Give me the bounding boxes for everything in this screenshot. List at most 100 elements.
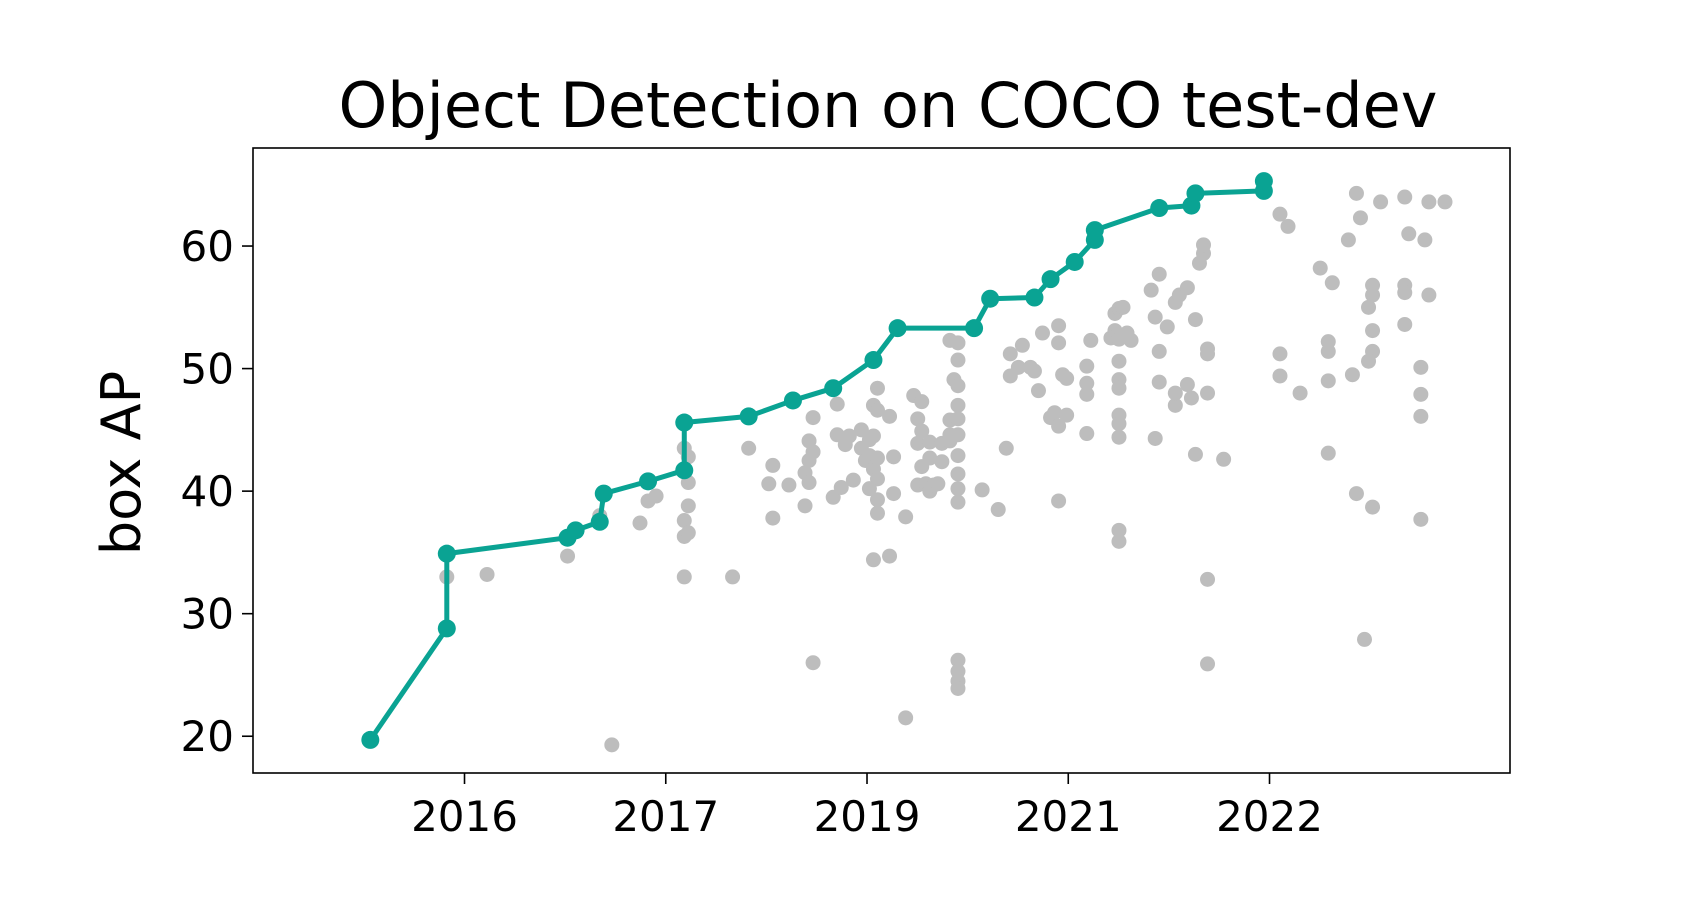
data-point [950, 466, 966, 482]
data-point [922, 450, 938, 466]
data-point [998, 440, 1014, 456]
frontier-point [1150, 199, 1169, 218]
y-tick-label: 30 [181, 590, 234, 639]
data-point [886, 449, 902, 465]
data-point [805, 410, 821, 426]
data-point [1320, 373, 1336, 389]
data-point [1421, 287, 1437, 303]
frontier-point [888, 319, 907, 338]
data-point [1413, 408, 1429, 424]
x-tick-label: 2016 [411, 792, 518, 841]
frontier-point [675, 461, 694, 480]
data-point [845, 472, 861, 488]
x-tick-label: 2019 [814, 792, 921, 841]
data-point [1292, 385, 1308, 401]
frontier-point [864, 351, 883, 370]
y-ticks: 20 30 40 50 60 [181, 222, 253, 761]
data-point [950, 397, 966, 413]
data-point [1320, 445, 1336, 461]
data-point [797, 498, 813, 514]
data-point [1179, 377, 1195, 393]
data-point [1324, 275, 1340, 291]
frontier-point [437, 544, 456, 563]
data-point [1365, 287, 1381, 303]
data-point [1361, 299, 1377, 315]
data-point [1151, 343, 1167, 359]
data-point [1344, 367, 1360, 383]
data-point [1397, 285, 1413, 301]
data-point [1151, 266, 1167, 282]
data-point [930, 476, 946, 492]
data-point [1151, 374, 1167, 390]
data-point [1051, 335, 1067, 351]
data-point [1361, 353, 1377, 369]
y-axis-label: box AP [90, 371, 153, 555]
data-point [680, 525, 696, 541]
data-point [676, 513, 692, 529]
data-point [680, 498, 696, 514]
data-point [1111, 429, 1127, 445]
frontier-point [1254, 172, 1273, 191]
data-point [1348, 486, 1364, 502]
data-point [676, 569, 692, 585]
x-tick-label: 2022 [1216, 792, 1323, 841]
frontier-point [824, 379, 843, 398]
plot-frame [252, 147, 1511, 774]
data-point [1413, 386, 1429, 402]
data-point [761, 476, 777, 492]
data-point [1035, 325, 1050, 341]
data-point [1143, 282, 1159, 298]
data-point [1083, 332, 1099, 348]
data-point [833, 479, 849, 495]
frontier-point [361, 730, 380, 749]
data-point [1014, 337, 1030, 353]
data-point [1200, 346, 1216, 362]
data-point [1340, 232, 1356, 248]
data-point [950, 680, 966, 696]
data-point [829, 396, 845, 412]
data-point [1187, 312, 1203, 328]
frontier-point [1085, 221, 1104, 240]
data-point [1187, 446, 1203, 462]
frontier-point [594, 484, 613, 503]
data-point [1413, 511, 1429, 527]
data-point [1352, 210, 1368, 226]
data-point [1147, 430, 1163, 446]
frontier-series [361, 172, 1273, 749]
x-tick-label: 2017 [612, 792, 719, 841]
data-point [1357, 631, 1372, 647]
data-point [1397, 316, 1413, 332]
data-point [950, 335, 966, 351]
data-point [865, 428, 881, 444]
data-point [1030, 383, 1046, 399]
x-tick-label: 2021 [1015, 792, 1122, 841]
frontier-point [675, 413, 694, 432]
data-point [1111, 416, 1127, 432]
data-point [1373, 194, 1389, 210]
data-point [869, 450, 885, 466]
data-point [1417, 232, 1433, 248]
data-point [869, 492, 885, 508]
data-point [479, 566, 495, 582]
frontier-point [1186, 184, 1205, 203]
data-point [865, 552, 881, 568]
data-point [1115, 299, 1131, 315]
data-point [1010, 359, 1026, 375]
data-point [1312, 260, 1328, 276]
data-point [1272, 346, 1288, 362]
y-tick-label: 60 [181, 222, 234, 271]
data-point [1079, 426, 1095, 442]
data-point [1183, 390, 1199, 406]
data-point [1111, 353, 1127, 369]
frontier-point [590, 512, 609, 531]
data-point [1348, 185, 1364, 201]
data-point [861, 481, 877, 497]
data-point [1026, 363, 1042, 379]
data-point [841, 428, 857, 444]
x-ticks: 2016 2017 2019 2021 2022 [411, 773, 1323, 841]
data-point [1200, 571, 1216, 587]
data-point [950, 378, 966, 394]
data-point [1167, 385, 1183, 401]
